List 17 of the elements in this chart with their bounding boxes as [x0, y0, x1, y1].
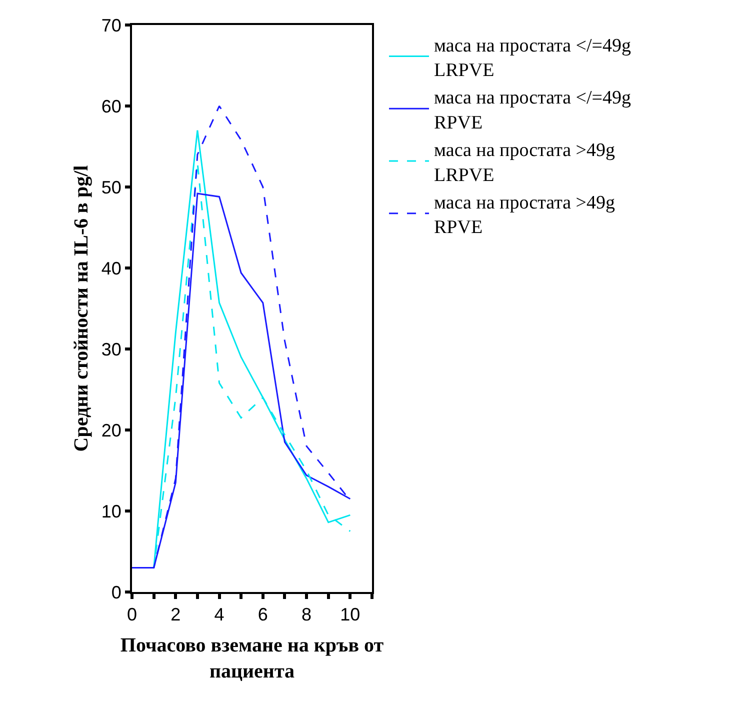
- y-axis-title: Средни стойности на IL-6 в pg/l: [70, 164, 92, 452]
- y-tick-label: 50: [101, 177, 122, 198]
- x-axis-title: Почасово вземане на кръв от пациента: [120, 634, 384, 683]
- x-tick-label: 2: [170, 604, 181, 625]
- x-tick-label: 10: [340, 604, 360, 625]
- legend-label: маса на простата >49g RPVE: [434, 192, 616, 238]
- y-tick-label: 0: [111, 582, 122, 602]
- y-tick-label: 40: [101, 258, 122, 278]
- x-tick-label: 8: [302, 604, 312, 625]
- x-tick-label: 4: [214, 604, 224, 625]
- y-tick-label: 70: [101, 15, 122, 36]
- y-tick-label: 20: [101, 420, 122, 440]
- x-tick-label: 0: [126, 604, 138, 625]
- x-tick-label: 6: [258, 604, 268, 625]
- y-tick-label: 10: [101, 501, 122, 522]
- y-tick-label: 60: [101, 96, 122, 116]
- y-tick-label: 30: [101, 339, 122, 360]
